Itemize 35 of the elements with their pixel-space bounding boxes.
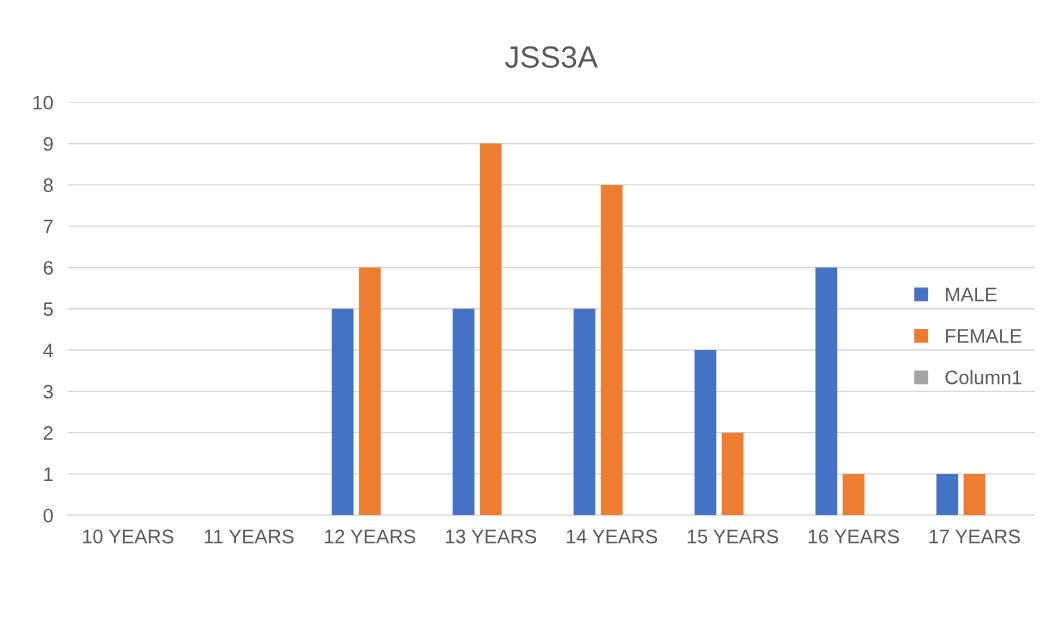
x-tick-label: 15 YEARS — [687, 529, 779, 544]
x-tick-label: 12 YEARS — [325, 529, 416, 544]
y-tick-label: 6 — [43, 260, 53, 275]
chart-title: JSS3A — [505, 46, 598, 68]
bar — [963, 473, 986, 516]
bar — [452, 308, 475, 516]
y-tick-label: 3 — [43, 384, 53, 399]
x-tick-label: 13 YEARS — [445, 529, 537, 544]
x-tick-label: 17 YEARS — [929, 529, 1020, 544]
bar — [358, 267, 381, 516]
bar — [600, 184, 623, 516]
bar — [331, 308, 354, 516]
legend-label: FEMALE — [946, 329, 1022, 343]
x-tick-label: 14 YEARS — [566, 529, 658, 544]
y-tick-label: 0 — [43, 508, 53, 523]
bar — [694, 350, 717, 516]
y-tick-label: 10 — [33, 95, 53, 110]
bar — [842, 473, 865, 516]
y-tick-label: 2 — [43, 426, 53, 440]
y-tick-label: 8 — [43, 178, 53, 193]
y-tick-label: 1 — [44, 467, 53, 481]
legend-label: MALE — [946, 287, 997, 302]
x-tick-label: 16 YEARS — [808, 529, 899, 544]
y-tick-label: 5 — [43, 302, 53, 316]
y-tick-label: 9 — [43, 137, 53, 151]
bar — [573, 308, 596, 516]
bar — [721, 432, 744, 516]
bar — [815, 267, 838, 516]
bar — [479, 143, 502, 516]
x-tick-label: 11 YEARS — [204, 529, 294, 544]
bar — [936, 473, 959, 516]
y-tick-label: 4 — [43, 343, 54, 358]
y-tick-label: 7 — [43, 219, 53, 234]
x-tick-label: 10 YEARS — [83, 529, 174, 544]
legend-label: Column1 — [945, 370, 1022, 385]
